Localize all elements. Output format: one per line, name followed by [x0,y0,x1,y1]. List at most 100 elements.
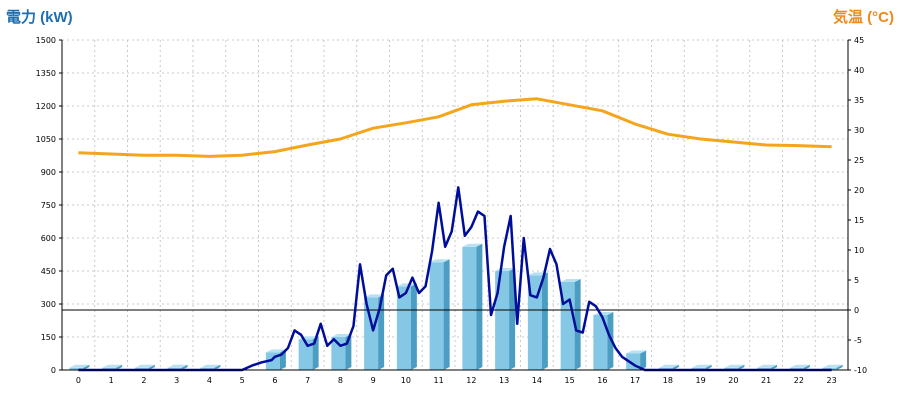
bar [462,246,477,370]
x-tick-label: 5 [240,376,245,385]
bar-side [541,272,548,370]
bar [331,337,346,370]
right-tick-label: 20 [854,186,864,195]
bar-side [836,364,843,370]
left-tick-label: 600 [41,234,56,243]
left-axis-label: 電力 (kW) [6,9,73,26]
left-tick-label: 150 [41,333,56,342]
bar-side [181,364,188,370]
bar-top [396,283,417,287]
right-tick-label: 10 [854,246,864,255]
bar-top [265,349,286,353]
bar [298,339,313,370]
bar-top [429,259,450,263]
bar [429,262,444,370]
bar [69,367,84,370]
bar-top [462,243,483,247]
x-tick-label: 10 [401,376,411,385]
bar-top [789,364,810,368]
x-tick-label: 6 [272,376,277,385]
bar-side [672,364,679,370]
x-tick-label: 20 [728,376,738,385]
right-tick-label: 5 [854,276,859,285]
left-tick-label: 300 [41,300,56,309]
bar-top [757,364,778,368]
x-tick-label: 22 [794,376,804,385]
x-tick-label: 13 [499,376,509,385]
right-tick-label: -5 [854,336,862,345]
right-tick-label: 30 [854,126,864,135]
bar-side [640,350,647,370]
x-tick-label: 14 [532,376,542,385]
x-tick-label: 11 [434,376,444,385]
right-tick-label: 25 [854,156,864,165]
bar-side [574,279,581,370]
x-tick-label: 12 [466,376,476,385]
bar-side [116,364,123,370]
bar-top [331,334,352,337]
left-tick-label: 900 [41,168,56,177]
x-tick-label: 8 [338,376,343,385]
bar-side [410,283,417,370]
x-tick-label: 0 [76,376,81,385]
bar [495,271,510,370]
bar-side [83,364,90,370]
left-tick-label: 1500 [36,36,56,45]
bar-side [803,364,810,370]
left-tick-label: 0 [51,366,56,375]
bar-top [134,364,155,368]
x-tick-label: 3 [174,376,179,385]
bar-top [724,364,745,368]
x-tick-label: 18 [663,376,673,385]
bar [527,275,542,370]
x-tick-label: 7 [305,376,310,385]
bar-top [102,364,123,368]
bar [396,286,411,370]
bar [593,315,608,370]
x-tick-label: 21 [761,376,771,385]
left-tick-label: 1050 [36,135,56,144]
x-tick-label: 23 [827,376,837,385]
bar-side [705,364,712,370]
x-tick-label: 9 [371,376,376,385]
x-tick-label: 16 [597,376,607,385]
right-tick-label: 0 [854,306,859,315]
bar-top [822,364,843,368]
x-tick-label: 15 [565,376,575,385]
left-tick-label: 450 [41,267,56,276]
right-tick-label: 45 [854,36,864,45]
power-line [78,186,832,372]
right-axis-label: 気温 (°C) [833,9,894,26]
x-tick-label: 4 [207,376,212,385]
x-tick-label: 19 [696,376,706,385]
bar-top [658,364,679,368]
bar-top [167,364,188,368]
bar-side [214,364,221,370]
bar-top [69,364,90,368]
left-tick-label: 1350 [36,69,56,78]
left-tick-label: 1200 [36,102,56,111]
bar-side [443,259,450,370]
right-tick-label: 35 [854,96,864,105]
bar-side [771,364,778,370]
bar-top [691,364,712,368]
right-tick-label: 15 [854,216,864,225]
bar-side [476,243,483,370]
bar-side [509,268,516,370]
left-tick-label: 750 [41,201,56,210]
x-tick-label: 17 [630,376,640,385]
bar-side [378,294,385,370]
bar-top [200,364,221,368]
bar [364,297,379,370]
bar-side [148,364,155,370]
temperature-line [78,97,832,158]
bar-top [626,350,647,354]
x-tick-label: 1 [109,376,114,385]
bar-top [364,294,385,298]
bar-side [738,364,745,370]
bar-top [560,279,581,282]
bar-side [607,312,614,370]
right-tick-label: -10 [854,366,867,375]
